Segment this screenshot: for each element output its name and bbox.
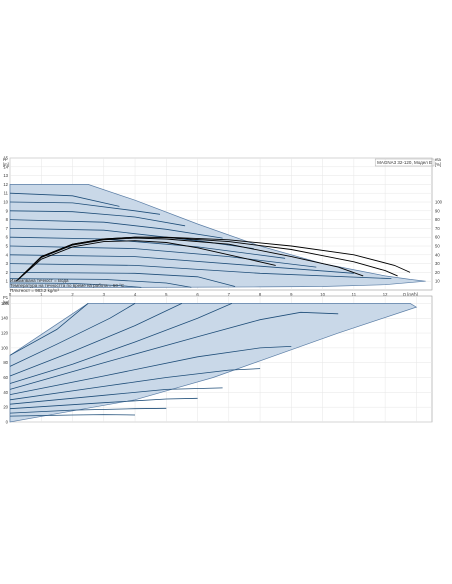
top-x-tick-label: 9: [290, 292, 293, 297]
top-y-tick-label: 9: [6, 208, 9, 213]
top-y-axis-label: H: [3, 157, 6, 162]
power-curve: [9, 387, 223, 405]
top-y-tick-label: 8: [6, 217, 9, 222]
top-y-tick-label: 15: [3, 156, 8, 161]
top-y2-tick-label: 20: [435, 270, 440, 275]
top-x-tick-label: 3: [103, 292, 106, 297]
top-x-tick-label: 6: [196, 292, 199, 297]
bottom-y-tick-label: 60: [3, 375, 8, 380]
top-x-tick-label: 4: [134, 292, 137, 297]
operating-area: [9, 184, 426, 288]
efficiency-curve: [16, 240, 276, 282]
top-y-tick-label: 14: [3, 164, 8, 169]
bottom-y-tick-label: 100: [1, 345, 9, 350]
top-y-axis-label: [m]: [3, 162, 9, 167]
top-x-tick-label: 11: [352, 292, 357, 297]
top-x-tick-label: 5: [165, 292, 168, 297]
head-curve: [9, 210, 186, 227]
head-curve: [9, 278, 192, 288]
head-curve: [9, 192, 120, 207]
head-curve: [9, 282, 142, 288]
bottom-y-axis-label: P1: [3, 295, 9, 300]
power-curve: [9, 407, 167, 414]
bottom-y-tick-label: 140: [1, 316, 9, 321]
bottom-y-tick-label: 120: [1, 331, 9, 336]
head-curve: [9, 254, 354, 274]
top-x-tick-label: 10: [320, 292, 325, 297]
top-y-tick-label: 5: [6, 244, 9, 249]
top-y2-tick-label: 10: [435, 279, 440, 284]
top-x-tick-label: 2: [71, 292, 74, 297]
head-curve: [9, 201, 161, 215]
power-area: [9, 303, 418, 423]
density-note: Плътност = 983.2 kg/m³: [10, 288, 59, 293]
power-curve: [9, 397, 198, 410]
bottom-y-axis-label: [W]: [3, 300, 9, 305]
top-y2-tick-label: 100: [435, 200, 443, 205]
power-curve: [9, 303, 233, 384]
head-curve: [9, 272, 236, 287]
top-x-tick-label: 0: [9, 292, 12, 297]
top-y2-axis-label: eta: [435, 157, 441, 162]
head-curve: [9, 219, 223, 239]
top-y-tick-label: 2: [6, 270, 9, 275]
head-curve: [9, 236, 286, 259]
top-y-tick-label: 3: [6, 261, 9, 266]
bottom-y-tick-label: 20: [3, 405, 8, 410]
top-y2-tick-label: 60: [435, 235, 440, 240]
top-y-tick-label: 12: [3, 182, 8, 187]
top-y2-tick-label: 40: [435, 252, 440, 257]
top-y-tick-label: 4: [6, 252, 9, 257]
efficiency-curve: [15, 236, 398, 282]
top-y-tick-label: 6: [6, 235, 9, 240]
bottom-y-tick-label: 40: [3, 390, 8, 395]
top-y2-tick-label: 80: [435, 217, 440, 222]
title-box: [374, 158, 435, 167]
head-curve: [9, 263, 392, 279]
temperature-note: Температура на течността по време на раб…: [10, 283, 125, 288]
efficiency-curve: [15, 237, 364, 282]
top-y2-axis-label: [%]: [435, 162, 441, 167]
bottom-y-tick-label: 160: [1, 301, 9, 306]
power-curve: [9, 311, 339, 390]
top-y-tick-label: 1: [6, 279, 9, 284]
power-curve: [9, 414, 136, 417]
head-curve: [9, 228, 254, 249]
top-y2-tick-label: 30: [435, 261, 440, 266]
power-curve: [9, 303, 183, 377]
power-curve: [9, 303, 89, 356]
chart-title: MAGNA3 32-120, Модел Е: [377, 160, 432, 165]
bottom-y-tick-label: 80: [3, 360, 8, 365]
top-x-axis-label: Q [m³/h]: [403, 292, 418, 297]
top-y-tick-label: 13: [3, 173, 8, 178]
top-y-tick-label: 7: [6, 226, 9, 231]
top-y2-tick-label: 90: [435, 208, 440, 213]
power-curve: [9, 368, 261, 401]
top-x-tick-label: 1: [40, 292, 43, 297]
fluid-note: Изпомпвана течност = Вода: [10, 278, 69, 283]
top-y2-tick-label: 50: [435, 244, 440, 249]
top-y2-tick-label: 70: [435, 226, 440, 231]
top-x-tick-label: 12: [383, 292, 388, 297]
top-x-tick-label: 7: [228, 292, 231, 297]
top-x-tick-label: 8: [259, 292, 262, 297]
bottom-y-tick-label: 0: [6, 420, 9, 425]
top-y-tick-label: 10: [3, 200, 8, 205]
power-curve: [9, 346, 292, 395]
top-y-tick-label: 11: [4, 191, 9, 196]
power-curve: [9, 303, 136, 367]
